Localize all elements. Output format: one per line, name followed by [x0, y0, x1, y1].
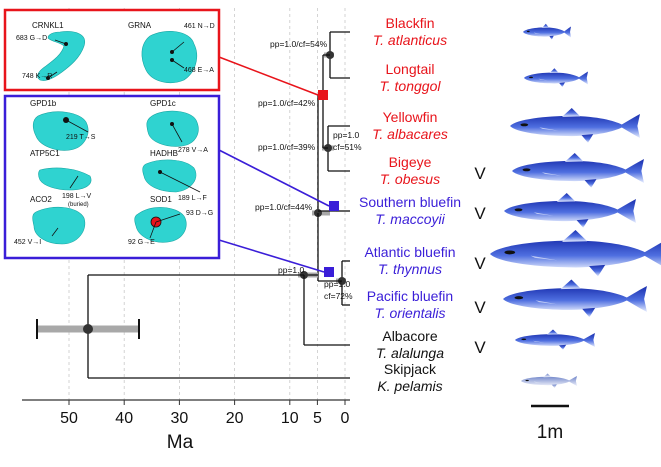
- time-axis: 50 40 30 20 10 5 0 Ma: [22, 399, 350, 453]
- species-latin-name: T. alalunga: [376, 345, 444, 361]
- protein-hadhb-name: HADHB: [150, 149, 178, 158]
- protein-gpd1c-name: GPD1c: [150, 99, 176, 108]
- hadhb-structure: [142, 159, 197, 193]
- support-bluefin-a: pp=1.0: [278, 265, 305, 275]
- axis-label: Ma: [167, 432, 194, 453]
- crnkl1-structure: [37, 31, 86, 81]
- highlight-node: [318, 90, 328, 100]
- gpd1b-structure: [32, 111, 89, 151]
- species-latin-name: K. pelamis: [377, 378, 442, 394]
- gpd1b-site-1: 219 T→S: [66, 134, 96, 141]
- axis-tick-label: 30: [171, 410, 189, 427]
- support-yellowfin-bigeye-a: pp=1.0/cf=39%: [258, 142, 316, 152]
- grna-site-1: 461 N→D: [184, 23, 215, 30]
- atp5c1-site-1: 198 L→V: [62, 193, 92, 200]
- species-common-name: Atlantic bluefin: [364, 244, 455, 260]
- species-common-name: Bigeye: [389, 154, 432, 170]
- support-red-clade: pp=1.0/cf=42%: [258, 98, 316, 108]
- species-common-name: Blackfin: [385, 15, 434, 31]
- species-common-name: Southern bluefin: [359, 194, 461, 210]
- support-yellowfin-bigeye-b2: cf=51%: [333, 142, 362, 152]
- v-marker: V: [474, 254, 486, 273]
- hadhb-site-1: 189 L→F: [178, 195, 207, 202]
- species-common-name: Longtail: [385, 61, 434, 77]
- aco2-structure: [32, 206, 86, 245]
- tuna-fish-drawing: [524, 68, 588, 88]
- tuna-fish-drawing: [521, 373, 577, 388]
- fish-illustrations: [490, 23, 661, 388]
- v-marker: V: [474, 164, 486, 183]
- support-bluefin-b1: pp=1.0: [324, 279, 351, 289]
- gpd1c-site-1: 278 V→A: [178, 147, 208, 154]
- atp5c1-structure: [38, 167, 92, 191]
- tuna-fish-drawing: [510, 108, 640, 143]
- crnkl1-site-1: 683 G→D: [16, 35, 47, 42]
- blue-inset-box: GPD1b GPD1c ATP5C1 HADHB ACO2 SOD1 219 T…: [3, 94, 221, 260]
- support-labels: pp=1.0/cf=54% pp=1.0/cf=42% pp=1.0/cf=39…: [255, 39, 362, 301]
- support-bluefin-b2: cf=72%: [324, 291, 353, 301]
- blue-connector-line: [218, 149, 330, 207]
- highlight-node: [329, 201, 339, 211]
- tuna-fish-drawing: [515, 329, 595, 350]
- axis-tick-label: 40: [115, 410, 133, 427]
- protein-atp5c1-name: ATP5C1: [30, 149, 60, 158]
- support-southern: pp=1.0/cf=44%: [255, 202, 313, 212]
- scale-bar-label: 1m: [537, 422, 563, 443]
- time-gridlines: [68, 8, 346, 400]
- red-connector-line: [218, 56, 319, 96]
- species-latin-name: T. maccoyii: [375, 211, 445, 227]
- axis-tick-label: 20: [226, 410, 244, 427]
- highlight-node: [324, 267, 334, 277]
- protein-crnkl1-name: CRNKL1: [32, 21, 64, 30]
- tuna-fish-drawing: [490, 230, 661, 277]
- v-marker: V: [474, 338, 486, 357]
- species-latin-name: T. albacares: [372, 126, 448, 142]
- grna-site-2: 468 E→A: [184, 67, 214, 74]
- species-latin-name: T. obesus: [380, 171, 440, 187]
- tuna-fish-drawing: [512, 153, 644, 188]
- v-markers: V V V V V: [474, 164, 486, 357]
- gpd1c-structure: [146, 110, 199, 147]
- grna-structure: [141, 31, 197, 83]
- phylogenetic-tree: [87, 31, 350, 379]
- species-latin-name: T. atlanticus: [373, 32, 447, 48]
- red-inset-box: CRNKL1 GRNA 683 G→D 748 K→R 461 N→D 468 …: [3, 8, 221, 92]
- axis-tick-label: 50: [60, 410, 78, 427]
- support-yellowfin-bigeye-b1: pp=1.0: [333, 130, 360, 140]
- scale-bar: 1m: [531, 404, 569, 443]
- crnkl1-site-2: 748 K→R: [22, 73, 52, 80]
- protein-aco2-name: ACO2: [30, 195, 52, 204]
- tuna-fish-drawing: [504, 193, 636, 228]
- axis-tick-label: 0: [341, 410, 350, 427]
- sod1-site-2: 92 G→E: [128, 239, 155, 246]
- tuna-fish-drawing: [523, 23, 571, 40]
- species-common-name: Yellowfin: [383, 109, 438, 125]
- species-common-name: Skipjack: [384, 361, 437, 377]
- species-latin-name: T. tonggol: [380, 78, 442, 94]
- species-latin-name: T. thynnus: [378, 261, 442, 277]
- axis-tick-label: 10: [281, 410, 299, 427]
- blue-connector-line: [218, 239, 325, 273]
- support-blackfin-longtail: pp=1.0/cf=54%: [270, 39, 328, 49]
- divergence-interval-bar: [36, 319, 140, 339]
- species-latin-name: T. orientalis: [374, 305, 445, 321]
- inset-connector-lines: [218, 56, 330, 273]
- protein-gpd1b-name: GPD1b: [30, 99, 57, 108]
- sod1-site-1: 93 D→G: [186, 210, 213, 217]
- aco2-site-1: 452 V→I: [14, 239, 41, 246]
- axis-tick-label: 5: [313, 410, 322, 427]
- atp5c1-site-2: (buried): [68, 202, 89, 208]
- tuna-fish-drawing: [503, 279, 647, 318]
- protein-grna-name: GRNA: [128, 21, 152, 30]
- species-common-name: Pacific bluefin: [367, 288, 453, 304]
- v-marker: V: [474, 298, 486, 317]
- protein-sod1-name: SOD1: [150, 195, 172, 204]
- species-common-name: Albacore: [382, 328, 437, 344]
- v-marker: V: [474, 204, 486, 223]
